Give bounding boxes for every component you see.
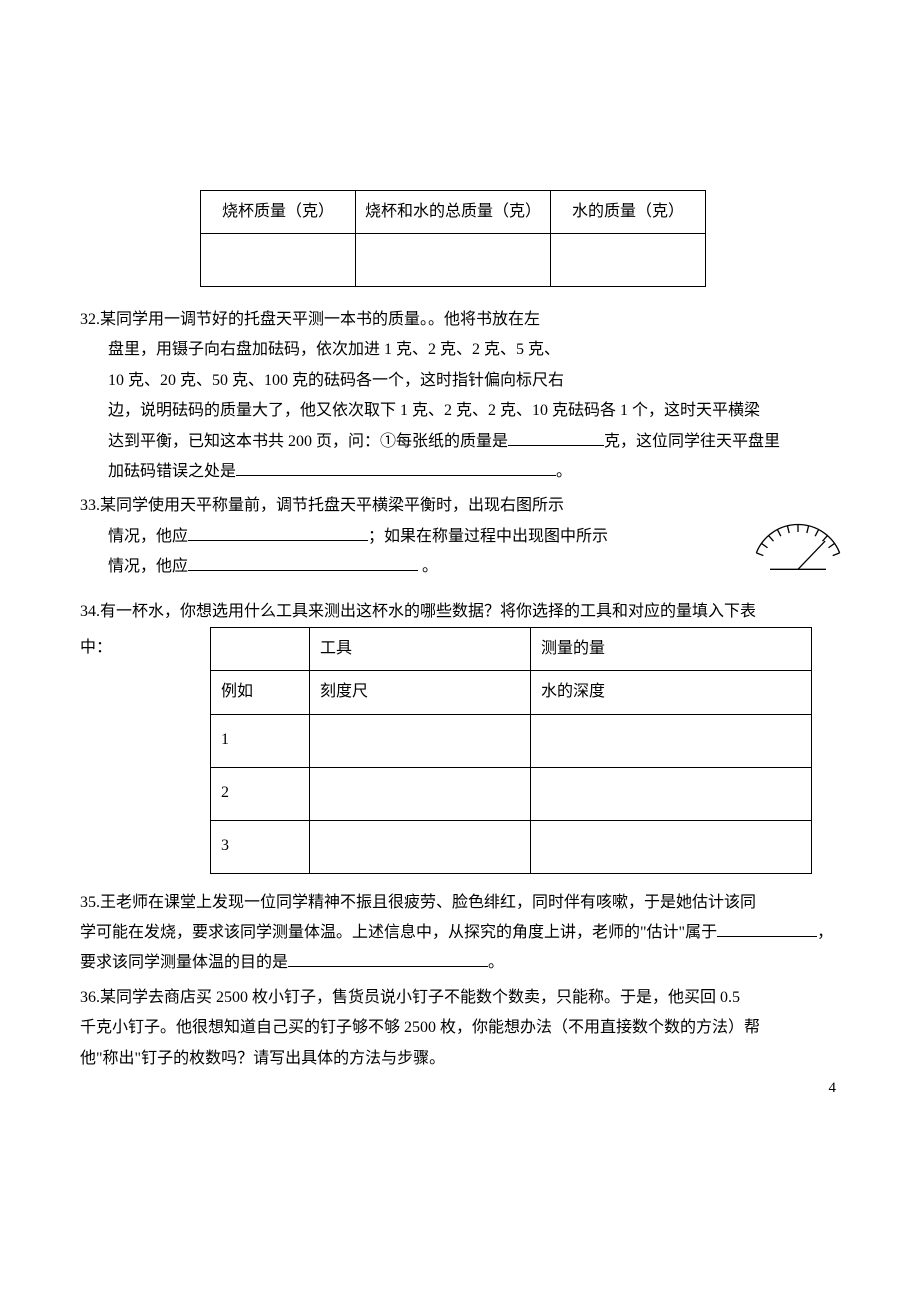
t2-r4c0: 3 [211,820,310,873]
q36-l2: 千克小钉子。他很想知道自己买的钉子够不够 2500 枚，你能想办法（不用直接数个… [80,1013,840,1043]
q33-l1: 某同学使用天平称量前，调节托盘天平横梁平衡时，出现右图所示 [100,497,564,514]
q34-zhong: 中： [80,627,130,663]
q32-l6a: 加砝码错误之处是 [108,463,236,480]
question-32: 32.某同学用一调节好的托盘天平测一本书的质量。。他将书放在左 盘里，用镊子向右… [80,305,840,487]
q32-l5b: 克，这位同学往天平盘里 [604,433,780,450]
q32-l4: 边，说明砝码的质量大了，他又依次取下 1 克、2 克、2 克、10 克砝码各 1… [80,396,840,426]
gauge-icon [748,518,848,574]
table-beaker-mass: 烧杯质量（克） 烧杯和水的总质量（克） 水的质量（克） [200,190,706,287]
question-35: 35.王老师在课堂上发现一位同学精神不振且很疲劳、脸色绯红，同时伴有咳嗽，于是她… [80,888,840,979]
q36-l3: 他"称出"钉子的枚数吗？请写出具体的方法与步骤。 [80,1044,840,1074]
q32-blank2 [236,459,556,476]
question-36: 36.某同学去商店买 2500 枚小钉子，售货员说小钉子不能数个数卖，只能称。于… [80,983,840,1074]
question-33: 33.某同学使用天平称量前，调节托盘天平横梁平衡时，出现右图所示 情况，他应 ；如… [80,491,840,582]
t2-r2c1 [310,714,531,767]
q32-num: 32. [80,311,100,328]
q35-num: 35. [80,894,100,911]
q35-l2b: ， [817,924,833,941]
q35-l3a: 要求该同学测量体温的目的是 [80,954,288,971]
q35-blank2 [288,950,488,967]
q35-blank1 [717,920,817,937]
t2-r3c2 [531,767,812,820]
t2-r0c1: 工具 [310,627,531,670]
q32-l2: 盘里，用镊子向右盘加砝码，依次加进 1 克、2 克、2 克、5 克、 [80,335,840,365]
t2-r4c1 [310,820,531,873]
q33-l3a: 情况，他应 [108,558,188,575]
q36-num: 36. [80,989,100,1006]
q33-l3b: 。 [418,558,438,575]
q35-l3b: 。 [488,954,504,971]
q35-l2a: 学可能在发烧，要求该同学测量体温。上述信息中，从探究的角度上讲，老师的"估计"属… [80,924,717,941]
t2-r3c1 [310,767,531,820]
q32-l5a: 达到平衡，已知这本书共 200 页，问：①每张纸的质量是 [108,433,508,450]
q32-l6b: 。 [556,463,572,480]
t2-r2c0: 1 [211,714,310,767]
q33-num: 33. [80,497,100,514]
q33-blank1 [188,524,368,541]
t1-h1: 烧杯质量（克） [201,191,356,234]
table-tools: 工具 测量的量 例如 刻度尺 水的深度 1 2 3 [210,627,812,874]
q35-l1: 王老师在课堂上发现一位同学精神不振且很疲劳、脸色绯红，同时伴有咳嗽，于是她估计该… [100,894,756,911]
t2-r1c1: 刻度尺 [310,671,531,714]
q34-num: 34. [80,603,100,620]
question-34: 34.有一杯水，你想选用什么工具来测出这杯水的哪些数据？将你选择的工具和对应的量… [80,597,840,874]
t2-r4c2 [531,820,812,873]
t1-c3 [551,234,706,287]
t1-h2: 烧杯和水的总质量（克） [356,191,551,234]
t1-c2 [356,234,551,287]
t1-h3: 水的质量（克） [551,191,706,234]
q32-l1: 某同学用一调节好的托盘天平测一本书的质量。。他将书放在左 [100,311,540,328]
t2-r1c2: 水的深度 [531,671,812,714]
page-number: 4 [829,1074,837,1103]
t2-r1c0: 例如 [211,671,310,714]
t2-r0c0 [211,627,310,670]
q32-blank1 [508,429,604,446]
q36-l1: 某同学去商店买 2500 枚小钉子，售货员说小钉子不能数个数卖，只能称。于是，他… [100,989,740,1006]
q32-l3: 10 克、20 克、50 克、100 克的砝码各一个，这时指针偏向标尺右 [80,366,840,396]
q34-intro-text: 有一杯水，你想选用什么工具来测出这杯水的哪些数据？将你选择的工具和对应的量填入下… [100,603,756,620]
balance-gauge-figure [748,518,848,574]
t1-c1 [201,234,356,287]
t2-r0c2: 测量的量 [531,627,812,670]
q33-l2a: 情况，他应 [108,528,188,545]
q33-l2b: ；如果在称量过程中出现图中所示 [368,528,608,545]
t2-r2c2 [531,714,812,767]
q33-blank2 [188,554,418,571]
t2-r3c0: 2 [211,767,310,820]
